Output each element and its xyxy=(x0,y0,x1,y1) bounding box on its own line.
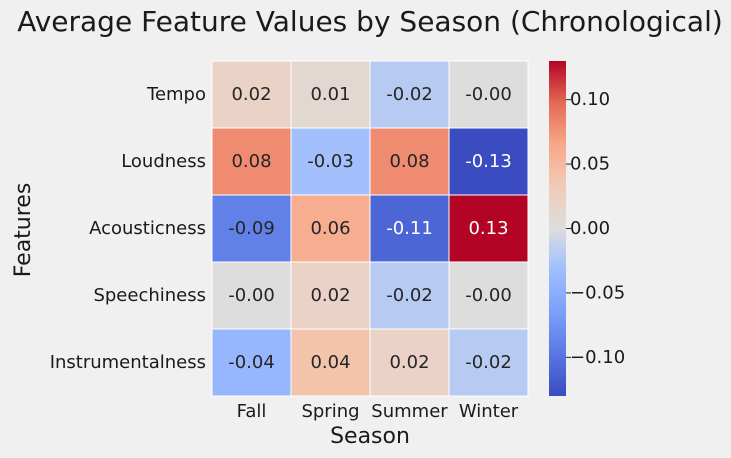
cell-value-label: -0.00 xyxy=(465,84,512,105)
y-tick-label: Tempo xyxy=(146,84,206,105)
heatmap-cell-acousticness-winter xyxy=(448,194,529,263)
cell-value-label: 0.02 xyxy=(389,352,429,373)
cell-value-label: 0.08 xyxy=(389,151,429,172)
cell-value-label: -0.04 xyxy=(228,352,275,373)
y-tick-label: Speechiness xyxy=(93,285,206,306)
x-tick-label: Fall xyxy=(237,401,267,422)
heatmap-cell-instrumentalness-winter xyxy=(448,328,529,397)
cell-value-label: -0.02 xyxy=(465,352,512,373)
x-tick-label: Winter xyxy=(459,401,519,422)
heatmap-cell-tempo-summer xyxy=(369,60,450,129)
y-tick-label: Loudness xyxy=(121,151,206,172)
cell-value-label: -0.02 xyxy=(386,84,433,105)
colorbar xyxy=(549,61,566,396)
cell-value-label: 0.08 xyxy=(231,151,271,172)
x-tick-label: Spring xyxy=(301,401,359,422)
cell-value-label: 0.06 xyxy=(310,218,350,239)
colorbar-tick-label: 0.00 xyxy=(570,218,610,239)
cell-value-label: 0.01 xyxy=(310,84,350,105)
heatmap-cell-tempo-winter xyxy=(448,60,529,129)
cell-value-label: -0.02 xyxy=(386,285,433,306)
heatmap-cell-loudness-winter xyxy=(448,127,529,196)
cell-value-label: 0.02 xyxy=(231,84,271,105)
cell-value-label: 0.04 xyxy=(310,352,350,373)
cell-value-label: -0.03 xyxy=(307,151,354,172)
heatmap-cell-instrumentalness-fall xyxy=(211,328,292,397)
heatmap-cell-tempo-spring xyxy=(290,60,371,129)
colorbar-tick-label: −0.05 xyxy=(570,282,625,303)
heatmap-cells: 0.02 0.01 -0.02 -0.00 0.08 -0.03 0.08 -0.13 -0.0… xyxy=(211,60,529,397)
colorbar-tick-label: 0.05 xyxy=(570,154,610,175)
cell-value-label: -0.00 xyxy=(465,285,512,306)
heatmap-cell-acousticness-spring xyxy=(290,194,371,263)
cell-value-label: -0.09 xyxy=(228,218,275,239)
y-tick-label: Instrumentalness xyxy=(50,352,206,373)
heatmap-cell-instrumentalness-summer xyxy=(369,328,450,397)
heatmap-cell-speechiness-spring xyxy=(290,261,371,330)
x-axis-label: Season xyxy=(330,424,410,449)
heatmap-cell-speechiness-fall xyxy=(211,261,292,330)
y-tick-label: Acousticness xyxy=(89,218,206,239)
colorbar-tick-label: −0.10 xyxy=(570,347,625,368)
heatmap-cell-loudness-fall xyxy=(211,127,292,196)
colorbar-tick-label: 0.10 xyxy=(570,89,610,110)
cell-value-label: 0.02 xyxy=(310,285,350,306)
cell-value-label: -0.13 xyxy=(465,151,512,172)
y-tick-labels: Tempo Loudness Acousticness Speechiness Inst… xyxy=(50,84,206,373)
cell-value-label: -0.11 xyxy=(386,218,433,239)
chart-title: Average Feature Values by Season (Chrono… xyxy=(17,5,723,38)
x-tick-label: Summer xyxy=(371,401,448,422)
y-axis-label: Features xyxy=(11,183,36,278)
heatmap-cell-tempo-fall xyxy=(211,60,292,129)
colorbar-ticks: 0.10 0.05 0.00 −0.05 −0.10 xyxy=(566,89,625,368)
heatmap-cell-loudness-spring xyxy=(290,127,371,196)
cell-value-label: 0.13 xyxy=(468,218,508,239)
x-tick-labels: Fall Spring Summer Winter xyxy=(237,401,519,422)
cell-value-label: -0.00 xyxy=(228,285,275,306)
heatmap-cell-speechiness-winter xyxy=(448,261,529,330)
heatmap-cell-instrumentalness-spring xyxy=(290,328,371,397)
